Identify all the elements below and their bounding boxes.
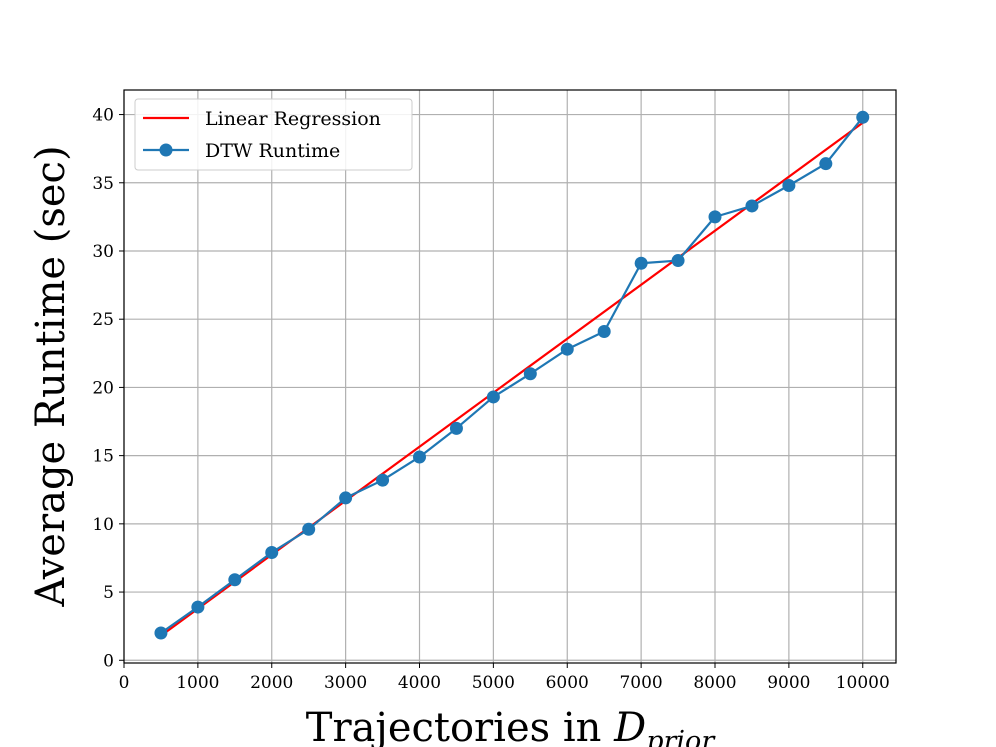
dtw-runtime-point — [671, 254, 685, 268]
y-tick-label: 35 — [92, 174, 114, 194]
dtw-runtime-point — [856, 110, 870, 124]
dtw-runtime-point — [449, 421, 463, 435]
x-tick-label: 8000 — [693, 673, 736, 693]
x-tick-label: 6000 — [546, 673, 589, 693]
x-tick-label: 1000 — [176, 673, 219, 693]
dtw-runtime-point — [191, 600, 205, 614]
x-tick-label: 2000 — [250, 673, 293, 693]
linear-regression-line — [159, 121, 864, 637]
x-tick-label: 7000 — [619, 673, 662, 693]
x-tick-label: 5000 — [472, 673, 515, 693]
axes-frame — [123, 89, 897, 664]
x-axis-label-text: Trajectories in — [306, 705, 614, 747]
y-axis-label: Average Runtime (sec) — [28, 145, 74, 607]
dtw-runtime-point — [413, 450, 427, 464]
x-tick-label: 3000 — [324, 673, 367, 693]
legend-label-dtw-runtime: DTW Runtime — [205, 140, 340, 162]
dtw-runtime-point — [486, 390, 500, 404]
y-tick-label: 20 — [92, 378, 114, 398]
dtw-runtime-point — [265, 545, 279, 559]
dtw-runtime-point — [154, 626, 168, 640]
dtw-runtime-point — [819, 157, 833, 171]
dtw-runtime-point — [228, 573, 242, 587]
dtw-runtime-point — [339, 491, 353, 505]
dtw-runtime-point — [302, 522, 316, 536]
y-tick-label: 10 — [92, 515, 114, 535]
plot-series — [154, 110, 870, 640]
y-tick-label: 40 — [92, 106, 114, 126]
dtw-runtime-point — [708, 210, 722, 224]
x-tick-label: 9000 — [767, 673, 810, 693]
dtw-runtime-point — [782, 179, 796, 192]
dtw-runtime-point — [745, 199, 759, 213]
y-tick-label: 30 — [92, 242, 114, 262]
x-axis-label-symbol: D — [613, 705, 646, 747]
dtw-runtime-point — [634, 256, 648, 270]
grid-lines — [123, 90, 896, 663]
axis-ticks: 0 1000 2000 3000 4000 5000 6000 7000 8000 9000 100… — [92, 106, 889, 693]
y-tick-label: 0 — [103, 651, 114, 671]
x-tick-label: 10000 — [836, 673, 890, 693]
legend-label-linear-regression: Linear Regression — [205, 108, 381, 130]
legend: Linear Regression DTW Runtime — [134, 98, 413, 171]
dtw-runtime-point — [560, 342, 574, 356]
x-tick-label: 4000 — [398, 673, 441, 693]
y-tick-label: 25 — [92, 310, 114, 330]
x-axis-label-subscript: prior — [646, 726, 716, 747]
y-tick-label: 5 — [103, 583, 114, 603]
dtw-runtime-point — [597, 324, 611, 338]
x-axis-label: Trajectories in Dprior — [306, 705, 717, 747]
dtw-runtime-point — [376, 473, 390, 487]
legend-box — [134, 98, 413, 171]
dtw-runtime-point — [523, 367, 537, 381]
x-tick-label: 0 — [119, 673, 130, 693]
y-tick-label: 15 — [92, 447, 114, 467]
legend-marker-dtw-runtime — [159, 143, 173, 157]
